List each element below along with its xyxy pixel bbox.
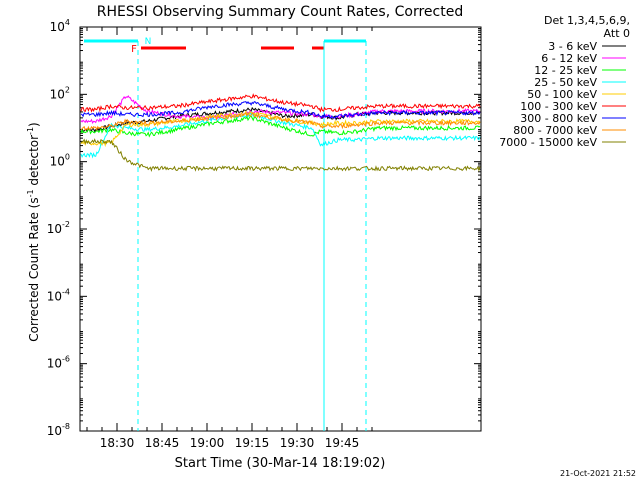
x-tick-label: 19:45	[325, 436, 360, 450]
footer-date: 21-Oct-2021 21:52	[560, 469, 636, 478]
y-tick-label: 10-8	[47, 422, 70, 438]
series-line-5	[80, 110, 481, 148]
y-tick-label: 104	[50, 18, 70, 34]
series-line-7	[80, 101, 481, 119]
series-line-1	[80, 106, 481, 133]
series-line-9	[80, 138, 481, 172]
y-tick-label: 10-2	[47, 220, 70, 236]
legend-label-3: 12 - 25 keV	[534, 64, 597, 77]
y-tick-label: 100	[50, 153, 70, 169]
x-axis-label: Start Time (30-Mar-14 18:19:02)	[175, 456, 386, 471]
series-line-6	[80, 93, 481, 113]
legend-label-6: 100 - 300 keV	[520, 100, 597, 113]
legend-header-line1: Det 1,3,4,5,6,9,	[544, 14, 630, 27]
y-axis-label-main: Corrected Count Rate (s	[27, 197, 41, 341]
series-line-4	[80, 111, 481, 159]
y-tick-label: 10-6	[47, 355, 70, 371]
legend-label-1: 3 - 6 keV	[548, 40, 597, 53]
night-flag-label: N	[145, 37, 152, 47]
legend-label-7: 300 - 800 keV	[520, 112, 597, 125]
x-tick-label: 19:15	[235, 436, 270, 450]
y-axis-label-end: )	[27, 122, 41, 127]
legend-label-5: 50 - 100 keV	[527, 88, 597, 101]
plot-frame	[79, 26, 482, 432]
flare-flag-label: F	[131, 44, 137, 55]
series-line-2	[80, 95, 481, 125]
chart-title: RHESSI Observing Summary Count Rates, Co…	[97, 4, 463, 20]
y-axis-label: Corrected Count Rate (s-1 detector-1)	[26, 122, 41, 341]
series-line-8	[80, 111, 481, 131]
x-tick-label: 19:30	[280, 436, 315, 450]
y-tick-label: 102	[50, 85, 70, 101]
legend-label-2: 6 - 12 keV	[541, 52, 597, 65]
series-line-3	[80, 115, 481, 138]
y-tick-label: 10-4	[47, 287, 70, 303]
legend-label-4: 25 - 50 keV	[534, 76, 597, 89]
y-axis-label-sup2: -1	[26, 127, 35, 135]
legend-label-8: 800 - 7000 keV	[513, 124, 597, 137]
y-axis-label-mid: detector	[27, 135, 41, 190]
legend-header-line2: Att 0	[604, 27, 630, 40]
x-tick-label: 18:45	[145, 436, 180, 450]
legend-label-9: 7000 - 15000 keV	[499, 136, 597, 149]
x-tick-label: 19:00	[190, 436, 225, 450]
y-axis-label-sup1: -1	[26, 189, 35, 197]
plot-area: 104 102 100 10-2 10-4 10-6 10-8 18:30 18:45 19:00…	[47, 18, 482, 450]
x-tick-label: 18:30	[100, 436, 135, 450]
